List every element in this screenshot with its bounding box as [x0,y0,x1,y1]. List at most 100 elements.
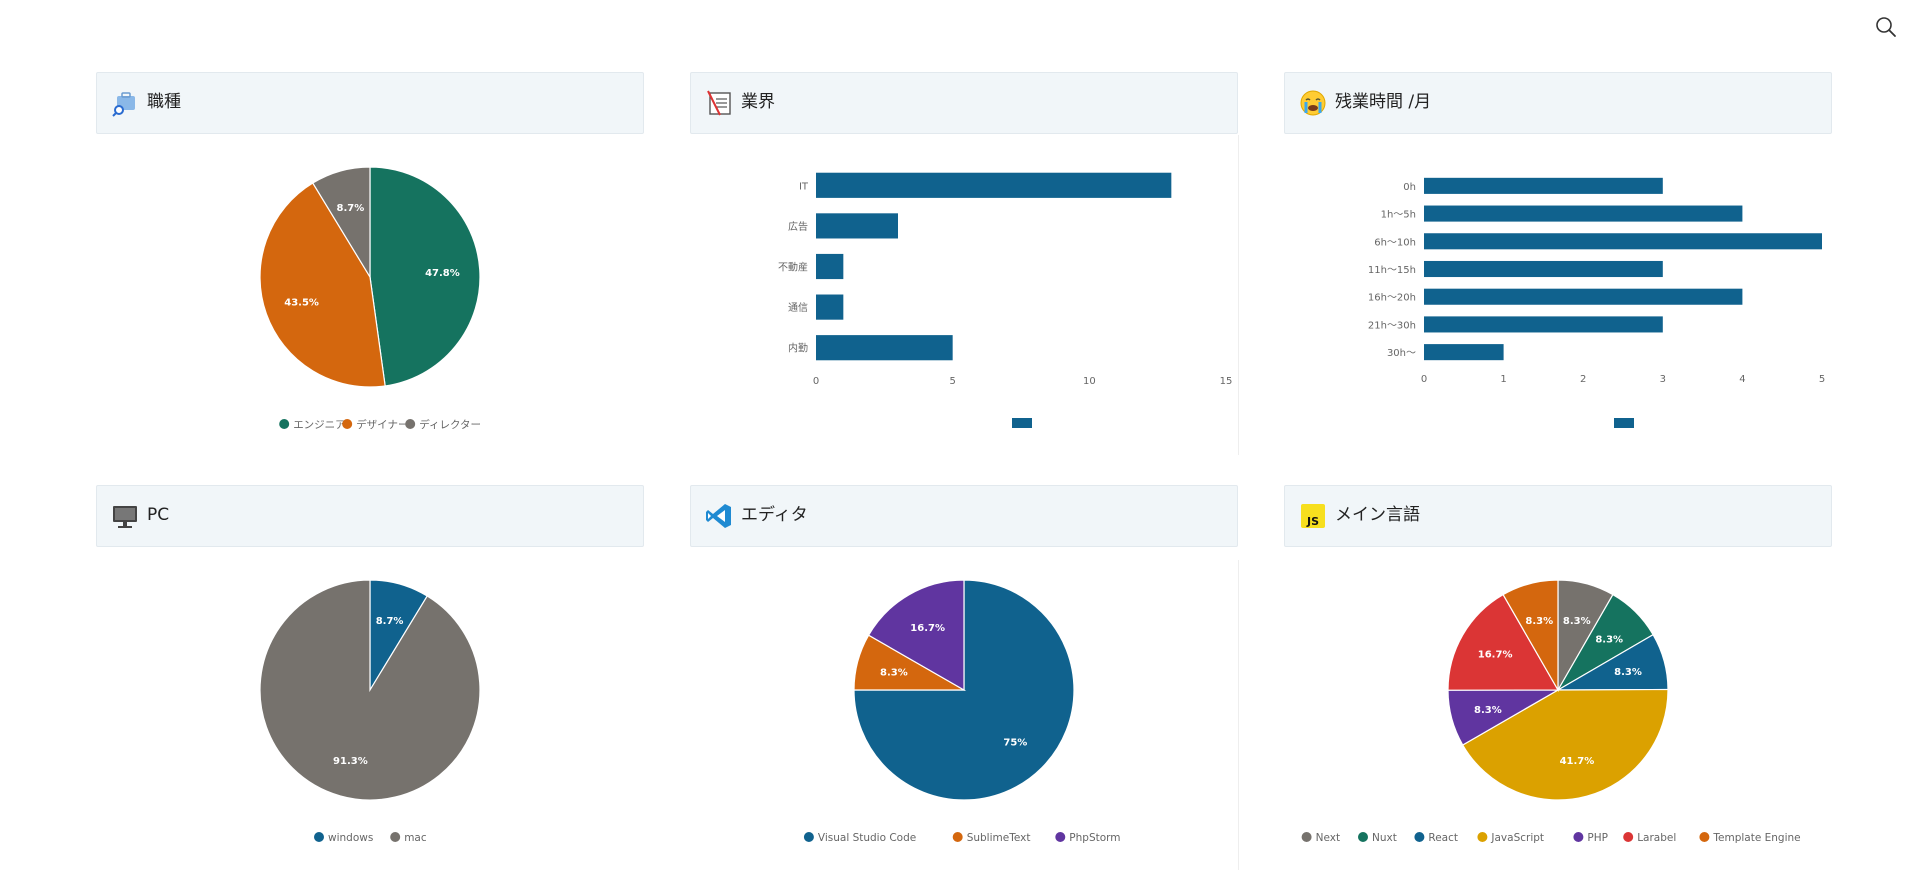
job-pie-chart: 47.8% 43.5% 8.7% エンジニア デザイナー ディレクター [259,166,481,431]
legend-marker [1012,418,1032,428]
pie-slice-template-engine-6 [1502,579,1559,693]
pie-data-label-0: 8.3% [1563,616,1591,627]
x-tick-label-0: 0 [1421,374,1427,385]
legend-label-1: デザイナー [356,418,408,431]
legend-marker [1614,418,1634,428]
monitor-icon [113,506,137,528]
bar-4 [1424,288,1743,305]
y-tick-label-0: 0h [1403,182,1416,193]
y-tick-label-4: 内勤 [788,342,808,355]
x-tick-label-5: 5 [1819,374,1825,385]
legend-marker-3 [1477,832,1488,842]
industry-header: 業界 [690,72,1238,134]
pie-slice-mac-1 [259,579,481,801]
bar-3 [1424,260,1663,278]
legend-marker-2 [1414,832,1425,842]
pie-slice-item-2 [311,166,371,280]
x-tick-label-4: 4 [1739,374,1745,385]
legend-label-6: Template Engine [1712,832,1800,844]
x-tick-label-2: 10 [1083,376,1096,387]
pc-pie-chart: 8.7% 91.3% windows mac [259,579,481,844]
industry-title: 業界 [741,92,775,112]
legend-marker-4 [1573,832,1584,842]
x-tick-label-3: 15 [1220,376,1233,387]
crying-face-icon [1300,90,1326,116]
legend-marker-2 [1055,832,1066,842]
legend-label-0: Next [1316,832,1340,844]
x-tick-label-3: 3 [1660,374,1666,385]
legend-marker-1 [342,419,353,429]
legend-marker-1 [390,832,401,842]
x-tick-label-2: 2 [1580,374,1586,385]
legend-marker-6 [1699,832,1710,842]
overtime-title: 残業時間 /月 [1335,92,1432,112]
legend-label-1: mac [404,832,427,844]
bar-2 [816,253,844,280]
pie-data-label-0: 47.8% [425,268,460,279]
y-tick-label-1: 1h〜5h [1381,210,1416,221]
x-tick-label-1: 1 [1500,374,1506,385]
editor-pie-chart: 75% 8.3% 16.7% Visual Studio Code SublimeTex… [803,579,1121,844]
y-tick-label-2: 不動産 [778,261,808,274]
legend-label-4: PHP [1587,832,1608,844]
y-tick-label-1: 広告 [788,220,808,233]
y-tick-label-5: 21h〜30h [1368,320,1416,331]
language-header: JS メイン言語 [1284,485,1832,547]
y-tick-label-4: 16h〜20h [1368,293,1416,304]
pie-data-label-2: 8.7% [337,203,365,214]
bar-0 [1424,177,1663,194]
pie-slice-item-0 [369,166,481,387]
vscode-icon [706,504,731,528]
legend-label-2: ディレクター [419,418,481,431]
pie-data-label-2: 8.3% [1614,667,1642,678]
pc-header: PC [96,485,644,547]
pie-data-label-4: 8.3% [1474,705,1502,716]
briefcase-search-icon [112,92,135,117]
legend-marker-5 [1623,832,1634,842]
pie-data-label-0: 8.7% [376,616,404,627]
overtime-bar-chart: 0h 1h〜5h 6h〜10h 11h〜15h 16h〜20h 21h〜30h 30h〜 0 1… [1368,177,1825,428]
notebook-icon [707,90,731,116]
legend-label-0: windows [328,832,373,844]
pie-slice-javascript-3 [1461,688,1669,801]
legend-marker-1 [952,832,963,842]
search-icon[interactable] [1875,16,1897,38]
pie-slice-item-1 [259,182,386,388]
legend-label-0: エンジニア [293,419,346,431]
bar-2 [1424,233,1822,250]
legend-marker-1 [1358,832,1368,842]
pie-data-label-2: 16.7% [910,623,945,634]
pie-data-label-5: 16.7% [1478,650,1513,661]
y-tick-label-3: 11h〜15h [1368,265,1416,276]
legend-label-0: Visual Studio Code [818,832,916,844]
pie-slice-phpstorm-2 [867,579,965,692]
pie-data-label-1: 43.5% [284,297,319,308]
pie-data-label-3: 41.7% [1560,756,1595,767]
js-icon: JS [1301,504,1325,528]
language-pie-chart: 8.3% 8.3% 8.3% 41.7% 8.3% 16.7% 8.3% Next Nuxt Re… [1301,579,1801,844]
bar-1 [1424,205,1743,222]
bar-6 [1424,344,1504,361]
legend-label-2: PhpStorm [1069,832,1120,844]
legend-label-1: SublimeText [967,832,1031,844]
pie-data-label-1: 91.3% [333,756,368,767]
bar-5 [1424,316,1663,333]
bar-3 [816,294,844,320]
legend-marker-0 [803,832,814,842]
y-tick-label-0: IT [799,181,809,192]
job-header: 職種 [96,72,644,134]
pie-data-label-6: 8.3% [1525,616,1553,627]
x-tick-label-1: 5 [949,376,955,387]
legend-marker-0 [279,419,290,429]
editor-title: エディタ [741,505,808,525]
legend-label-5: Larabel [1637,832,1676,844]
y-tick-label-6: 30h〜 [1387,348,1416,359]
svg-text:JS: JS [1306,515,1319,528]
pie-data-label-1: 8.3% [880,667,908,678]
legend-marker-0 [314,832,324,842]
x-tick-label-0: 0 [813,376,819,387]
y-tick-label-2: 6h〜10h [1374,237,1416,248]
y-tick-label-3: 通信 [788,302,808,314]
pie-data-label-1: 8.3% [1595,635,1623,646]
